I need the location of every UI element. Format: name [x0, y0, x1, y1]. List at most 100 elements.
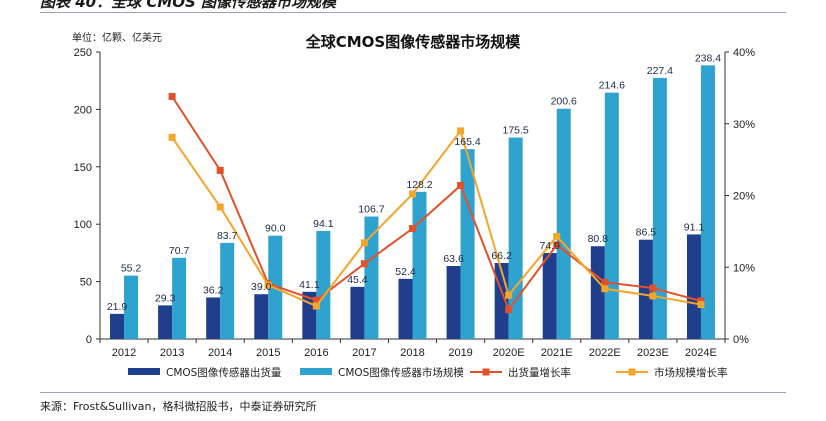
data-label-market-size: 70.7 [169, 245, 190, 257]
legend-marker [628, 368, 636, 376]
x-tick-label: 2017 [352, 347, 376, 359]
point-market-growth [312, 302, 320, 310]
data-label-market-size: 128.2 [406, 179, 432, 191]
bar-market-size [172, 257, 187, 339]
data-label-market-size: 214.6 [599, 80, 625, 92]
point-shipment-growth [505, 306, 513, 314]
x-tick-label: 2015 [256, 347, 280, 359]
data-label-shipments: 39.0 [251, 281, 272, 293]
y-tick-label: 100 [74, 219, 92, 231]
point-shipment-growth [168, 92, 176, 100]
y-tick-label: 250 [74, 47, 92, 59]
bar-shipments [542, 253, 557, 339]
x-tick-label: 2024E [685, 347, 717, 359]
data-label-shipments: 86.5 [636, 227, 657, 239]
legend-swatch [128, 368, 160, 375]
bar-shipments [686, 234, 701, 339]
x-tick-label: 2022E [589, 347, 621, 359]
data-label-shipments: 41.1 [299, 279, 320, 291]
x-tick-label: 2013 [160, 347, 184, 359]
bar-shipments [350, 286, 365, 339]
bar-market-size [124, 275, 139, 339]
figure-caption: 图表 40：全球 CMOS 图像传感器市场规模 [40, 0, 337, 11]
bar-market-size [652, 77, 667, 340]
y2-tick-label: 10% [733, 262, 755, 274]
bar-shipments [398, 278, 413, 339]
bar-market-size [700, 65, 715, 339]
bar-market-size [556, 108, 571, 339]
legend-label: 市场规模增长率 [654, 366, 728, 379]
y2-tick-label: 20% [733, 191, 755, 203]
point-shipment-growth [553, 241, 561, 249]
point-shipment-growth [312, 296, 320, 304]
data-label-market-size: 106.7 [358, 204, 384, 216]
x-tick-label: 2021E [541, 347, 573, 359]
data-label-market-size: 55.2 [121, 263, 142, 275]
y2-tick-label: 0% [733, 334, 749, 346]
data-label-shipments: 63.6 [443, 253, 464, 265]
source-note: 来源：Frost&Sullivan，格科微招股书，中泰证券研究所 [40, 400, 317, 413]
x-tick-label: 2016 [304, 347, 328, 359]
data-label-shipments: 66.2 [491, 250, 512, 262]
data-label-market-size: 94.1 [313, 218, 334, 230]
point-market-growth [697, 301, 705, 309]
bar-shipments [158, 305, 173, 339]
bar-shipments [446, 265, 461, 339]
data-label-shipments: 36.2 [203, 284, 224, 296]
bar-market-size [220, 242, 235, 339]
data-label-shipments: 52.4 [395, 266, 416, 278]
point-shipment-growth [360, 260, 368, 268]
point-shipment-growth [649, 284, 657, 292]
chart-title: 全球CMOS图像传感器市场规模 [305, 33, 521, 51]
bar-shipments [254, 294, 269, 339]
legend-label: 出货量增长率 [508, 366, 571, 379]
y-tick-label: 0 [86, 334, 92, 346]
point-shipment-growth [216, 166, 224, 174]
point-shipment-growth [601, 278, 609, 286]
point-market-growth [168, 133, 176, 141]
legend-marker [482, 368, 490, 376]
point-shipment-growth [457, 181, 465, 189]
point-market-growth [457, 127, 465, 135]
data-label-shipments: 29.3 [155, 292, 176, 304]
data-label-market-size: 227.4 [647, 65, 673, 77]
point-market-growth [409, 190, 416, 198]
data-label-market-size: 175.5 [503, 125, 529, 137]
legend-swatch [300, 368, 332, 375]
point-market-growth [360, 239, 368, 247]
point-market-growth [505, 291, 513, 299]
data-label-market-size: 83.7 [217, 230, 238, 242]
point-shipment-growth [697, 297, 705, 305]
x-tick-label: 2012 [112, 347, 136, 359]
x-tick-label: 2019 [448, 347, 472, 359]
x-tick-label: 2018 [400, 347, 424, 359]
bottom-rule [40, 392, 786, 393]
bar-shipments [638, 239, 653, 339]
y2-tick-label: 40% [733, 47, 755, 59]
x-tick-label: 2023E [637, 347, 669, 359]
y-tick-label: 50 [80, 277, 92, 289]
bar-market-size [508, 137, 523, 339]
point-market-growth [601, 285, 609, 293]
point-shipment-growth [409, 225, 416, 233]
data-label-shipments: 91.1 [684, 221, 705, 233]
y-tick-label: 200 [74, 104, 92, 116]
y-tick-label: 150 [74, 162, 92, 174]
bar-market-size [604, 92, 619, 340]
data-label-market-size: 238.4 [695, 52, 721, 64]
point-market-growth [264, 281, 272, 289]
x-tick-label: 2020E [493, 347, 525, 359]
point-market-growth [649, 292, 657, 300]
top-rule [40, 12, 786, 13]
data-label-market-size: 90.0 [265, 223, 286, 235]
data-label-shipments: 21.9 [107, 301, 128, 313]
data-label-shipments: 80.8 [588, 233, 609, 245]
point-market-growth [553, 232, 561, 240]
bar-shipments [590, 246, 605, 339]
legend-label: CMOS图像传感器出货量 [166, 366, 282, 379]
legend-label: CMOS图像传感器市场规模 [338, 366, 464, 379]
data-label-shipments: 45.4 [347, 274, 368, 286]
point-market-growth [216, 203, 224, 211]
unit-label: 单位：亿颗、亿美元 [72, 31, 162, 44]
bar-shipments [110, 313, 125, 339]
